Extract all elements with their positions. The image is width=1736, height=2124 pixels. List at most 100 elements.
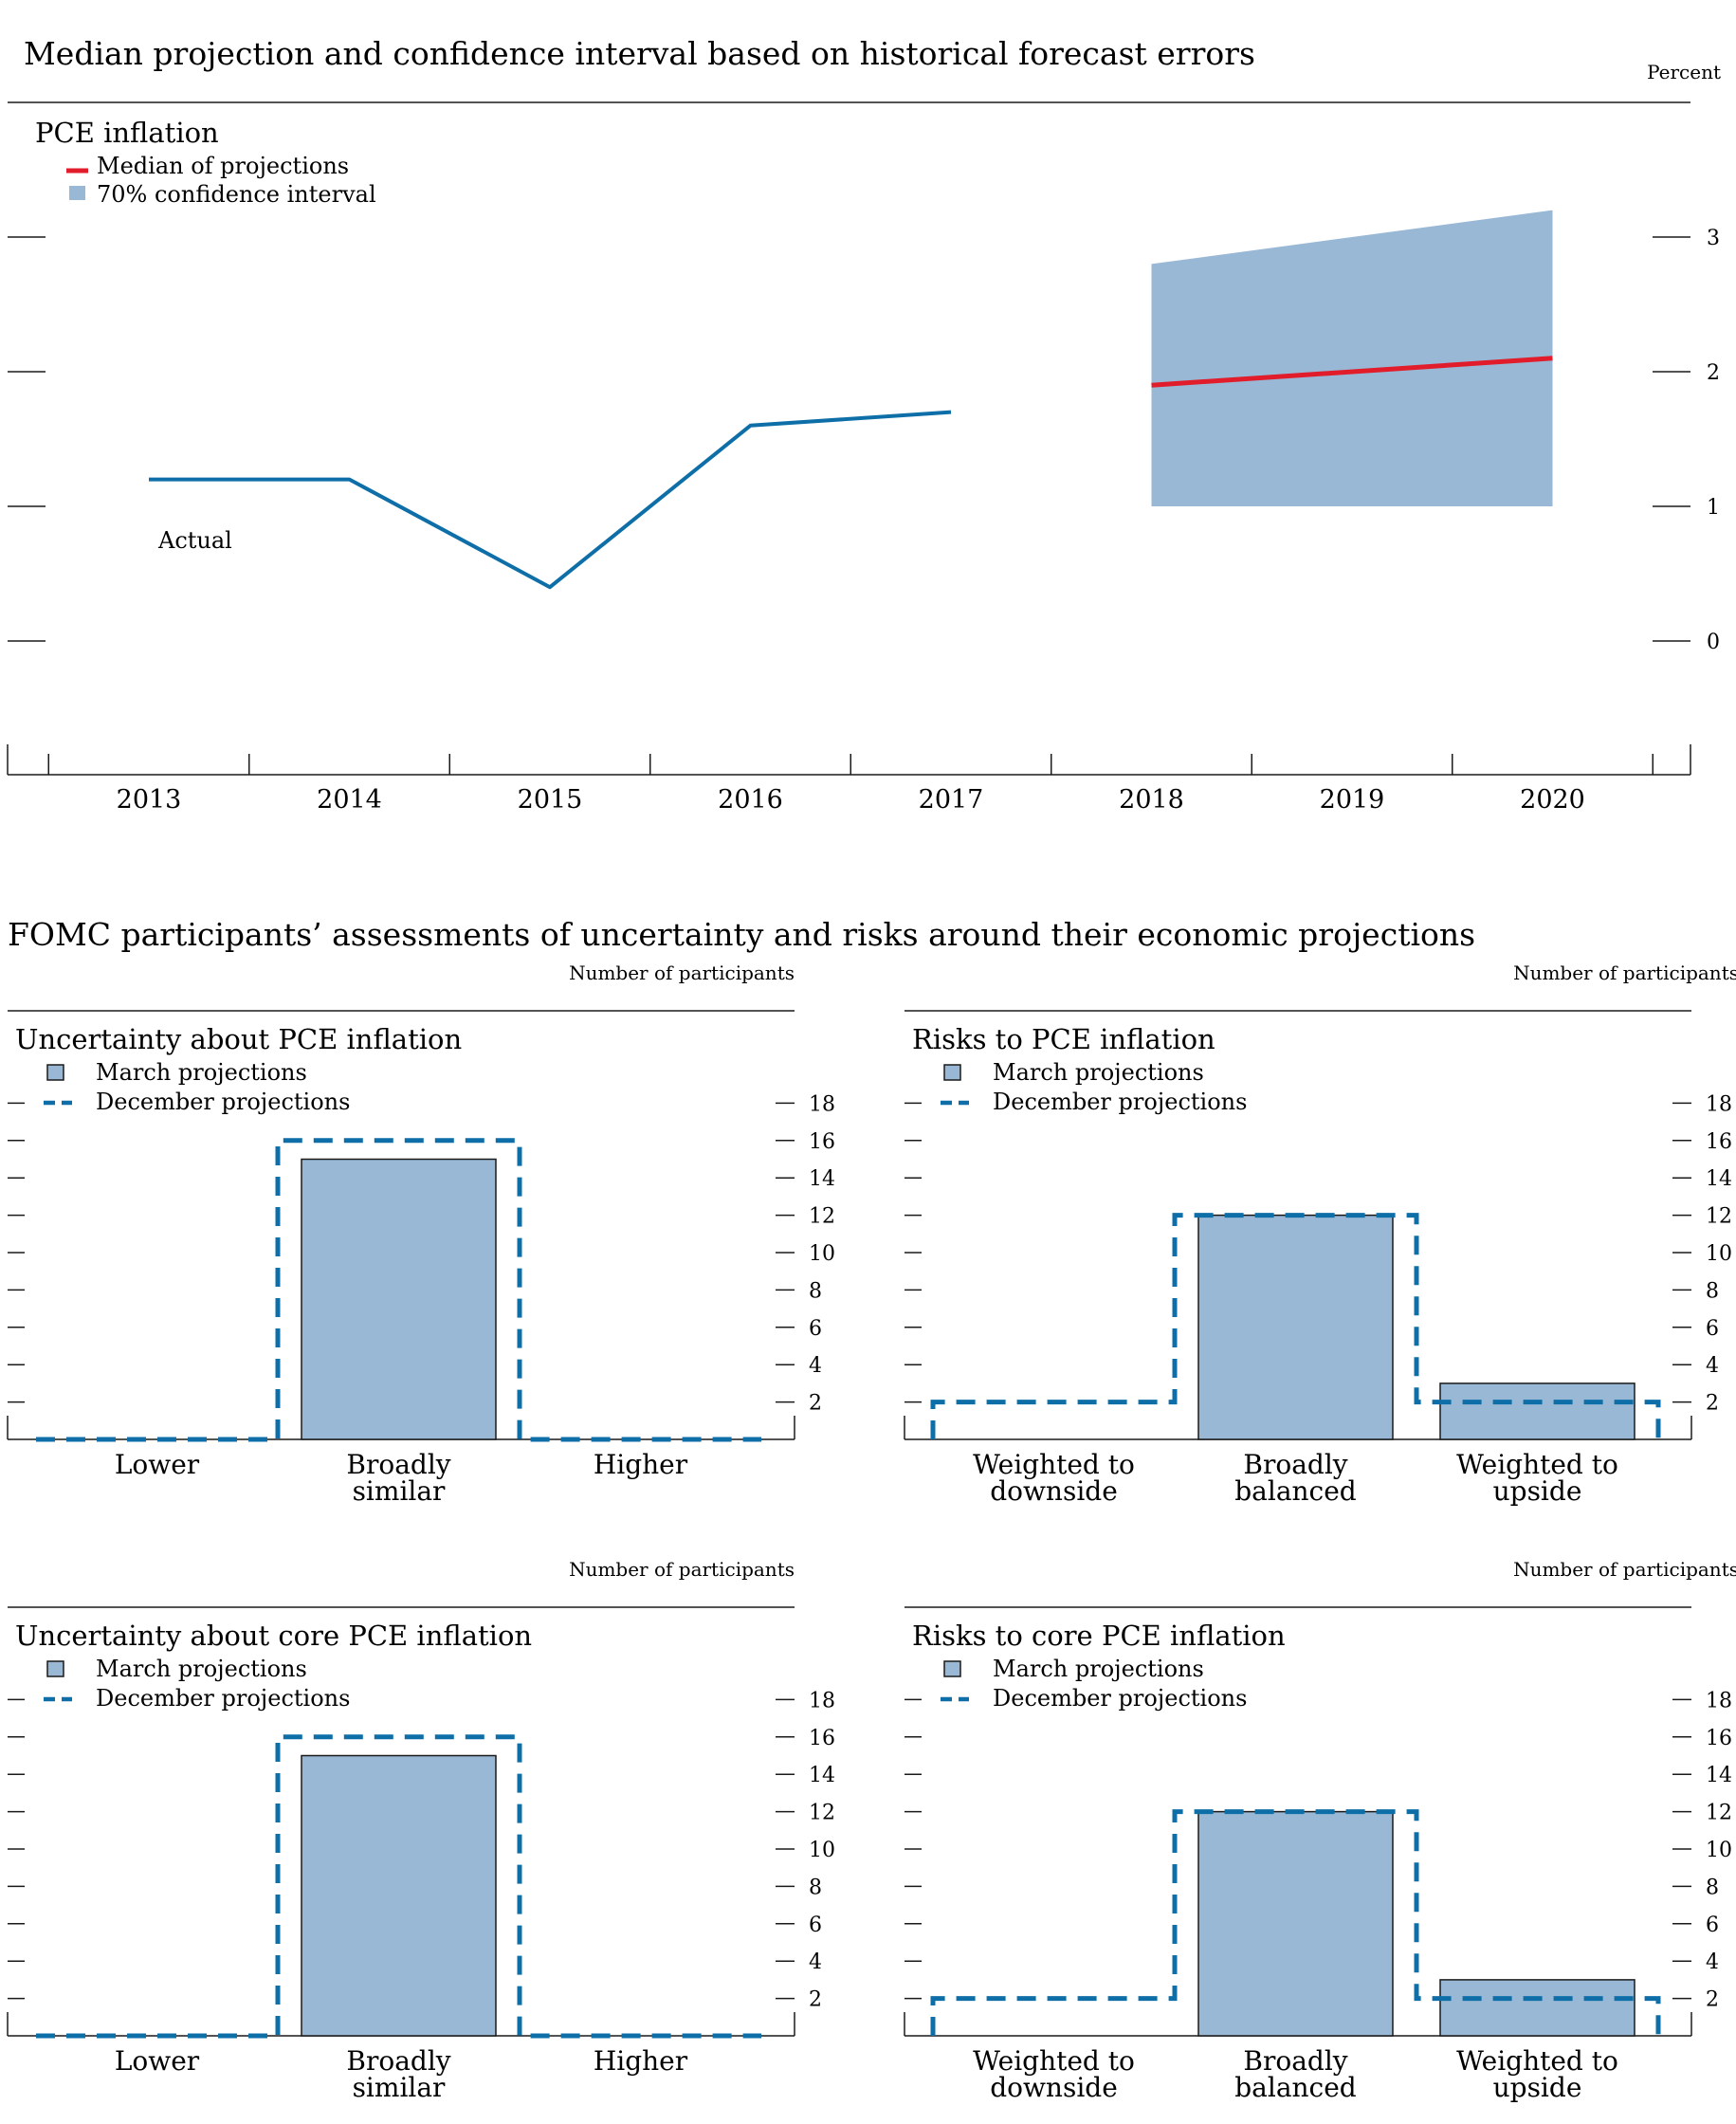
category-label-1: similar [353, 2072, 446, 2103]
y-tick-label-18: 18 [809, 1092, 835, 1116]
y-tick-label-2: 2 [1706, 1988, 1719, 2012]
december-step-outline [930, 1213, 1661, 1439]
category-label-1: Broadly [346, 1449, 450, 1480]
panel-title: Uncertainty about core PCE inflation [15, 1620, 532, 1652]
y-tick-label-8: 8 [1706, 1279, 1719, 1303]
confidence-interval-band [1151, 210, 1553, 506]
category-label-1: Broadly [1243, 2045, 1347, 2077]
category-label-0: downside [990, 1475, 1118, 1507]
category-label-1: balanced [1234, 2072, 1357, 2103]
pce-line-chart: 0 1 2 3 2013 2014 2015 2016 2017 2018 2019 2020 [7, 210, 1720, 815]
panel-unit-label: Number of participants [569, 1558, 795, 1581]
y-tick-label-18: 18 [1706, 1092, 1732, 1116]
x-tick-label-2013: 2013 [117, 785, 182, 815]
legend-december-label: December projections [993, 1685, 1247, 1712]
y-tick-label-10: 10 [1706, 1839, 1732, 1862]
legend-ci-label: 70% confidence interval [97, 181, 376, 208]
y-tick-label-16: 16 [809, 1130, 835, 1154]
bar-march-1 [1197, 1214, 1394, 1440]
pce-panel-title: PCE inflation [35, 117, 219, 149]
bar-march-1 [1197, 1810, 1394, 2037]
y-tick-label-8: 8 [809, 1279, 822, 1303]
median-series-line [1151, 356, 1553, 388]
legend-march-swatch [46, 1064, 64, 1081]
y-tick-label-16: 16 [1706, 1130, 1732, 1154]
legend-median-label: Median of projections [97, 153, 349, 179]
legend-march-swatch [943, 1064, 961, 1081]
panel-2: Number of participants Risks to PCE infla… [904, 961, 1736, 1507]
y-tick-label-10: 10 [1706, 1242, 1732, 1266]
panel-title: Risks to core PCE inflation [912, 1620, 1286, 1652]
category-label-1: similar [353, 1475, 446, 1507]
panel-unit-label: Number of participants [569, 961, 795, 984]
y-tick-label-2: 2 [1707, 361, 1720, 385]
y-tick-label-12: 12 [1706, 1802, 1732, 1825]
y-tick-label-4: 4 [809, 1950, 822, 1974]
y-tick-label-12: 12 [809, 1802, 835, 1825]
category-label-2: Higher [594, 2045, 688, 2077]
category-label-1: Broadly [346, 2045, 450, 2077]
panel-4: Number of participants Risks to core PCE … [904, 1558, 1736, 2103]
category-label-2: upside [1493, 2072, 1582, 2103]
bar-march-1 [301, 1754, 497, 2037]
panel-unit-label: Number of participants [1513, 1558, 1736, 1581]
y-tick-label-4: 4 [1706, 1950, 1719, 1974]
legend-ci-swatch [69, 186, 85, 200]
bar-march-1 [301, 1158, 497, 1440]
legend-march-label: March projections [993, 1059, 1204, 1086]
y-tick-label-6: 6 [1706, 1913, 1719, 1937]
bar-panels: Number of participants Uncertainty about … [7, 961, 1736, 2103]
x-tick-label-2014: 2014 [317, 785, 382, 815]
category-label-1: Broadly [1243, 1449, 1347, 1480]
december-step-outline [930, 1809, 1661, 2036]
legend-march-label: March projections [96, 1059, 307, 1086]
legend-december-label: December projections [96, 1089, 350, 1115]
y-tick-label-18: 18 [809, 1689, 835, 1712]
y-tick-label-16: 16 [1706, 1727, 1732, 1750]
bar-march-2 [1439, 1979, 1635, 2037]
y-tick-label-8: 8 [809, 1876, 822, 1899]
category-label-2: upside [1493, 1475, 1582, 1507]
category-label-0: downside [990, 2072, 1118, 2103]
y-tick-label-1: 1 [1707, 496, 1720, 520]
legend-march-swatch [46, 1660, 64, 1677]
y-tick-label-14: 14 [809, 1764, 835, 1787]
y-tick-label-14: 14 [809, 1167, 835, 1191]
y-tick-label-2: 2 [1706, 1392, 1719, 1416]
panel-title: Risks to PCE inflation [912, 1023, 1215, 1055]
top-unit-label: Percent [1647, 61, 1721, 83]
x-tick-label-2015: 2015 [518, 785, 583, 815]
x-tick-label-2018: 2018 [1119, 785, 1184, 815]
category-label-0: Lower [115, 1449, 200, 1480]
y-tick-label-16: 16 [809, 1727, 835, 1750]
y-tick-label-2: 2 [809, 1988, 822, 2012]
category-label-0: Lower [115, 2045, 200, 2077]
y-tick-label-10: 10 [809, 1839, 835, 1862]
legend-december-label: December projections [993, 1089, 1247, 1115]
category-label-1: balanced [1234, 1475, 1357, 1507]
category-label-2: Higher [594, 1449, 688, 1480]
category-label-0: Weighted to [973, 1449, 1135, 1480]
legend-december-label: December projections [96, 1685, 350, 1712]
category-label-0: Weighted to [973, 2045, 1135, 2077]
category-label-2: Weighted to [1456, 2045, 1618, 2077]
legend-march-swatch [943, 1660, 961, 1677]
bar-march-2 [1439, 1382, 1635, 1440]
actual-series-line [149, 410, 952, 590]
y-tick-label-14: 14 [1706, 1764, 1732, 1787]
category-label-2: Weighted to [1456, 1449, 1618, 1480]
x-tick-label-2020: 2020 [1520, 785, 1585, 815]
actual-annotation: Actual [157, 527, 232, 554]
legend-march-label: March projections [96, 1656, 307, 1682]
y-tick-label-3: 3 [1707, 227, 1720, 250]
top-figure-title: Median projection and confidence interva… [24, 35, 1255, 72]
x-tick-label-2017: 2017 [919, 785, 984, 815]
panel-3: Number of participants Uncertainty about … [7, 1558, 835, 2103]
bottom-figure-title: FOMC participants’ assessments of uncert… [8, 916, 1475, 953]
y-tick-label-6: 6 [809, 1317, 822, 1341]
legend-march-label: March projections [993, 1656, 1204, 1682]
y-tick-label-6: 6 [809, 1913, 822, 1937]
y-tick-label-2: 2 [809, 1392, 822, 1416]
y-tick-label-18: 18 [1706, 1689, 1732, 1712]
